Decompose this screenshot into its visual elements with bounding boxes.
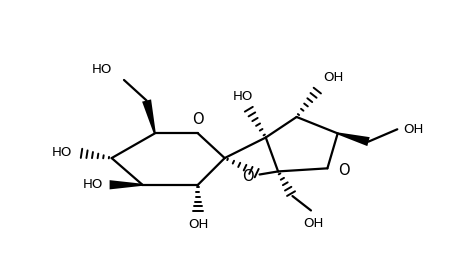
- Polygon shape: [142, 99, 156, 134]
- Text: HO: HO: [52, 146, 73, 159]
- Polygon shape: [337, 132, 370, 146]
- Text: O: O: [337, 163, 349, 178]
- Text: OH: OH: [303, 217, 323, 230]
- Text: OH: OH: [323, 71, 344, 84]
- Text: OH: OH: [403, 123, 424, 136]
- Text: O: O: [242, 169, 254, 184]
- Text: HO: HO: [83, 178, 103, 191]
- Text: O: O: [192, 112, 204, 127]
- Text: HO: HO: [233, 90, 253, 102]
- Text: HO: HO: [91, 63, 112, 76]
- Text: OH: OH: [188, 218, 208, 231]
- Polygon shape: [109, 180, 143, 189]
